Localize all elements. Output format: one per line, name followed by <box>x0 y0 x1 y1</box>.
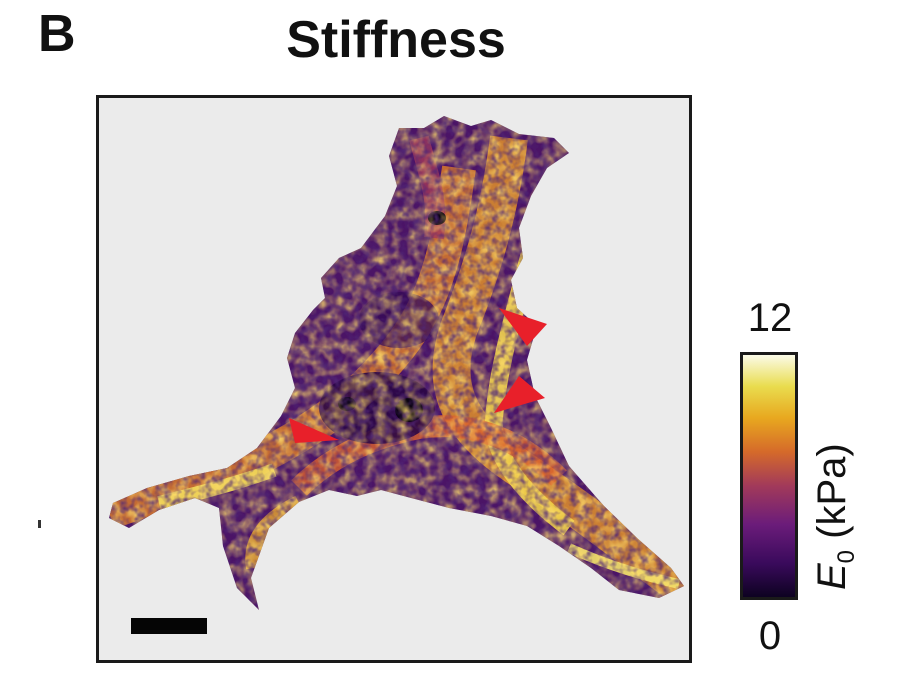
cell-texture <box>109 116 684 610</box>
colorbar <box>740 352 798 600</box>
scale-bar <box>131 618 207 634</box>
cell-stiffness-image <box>109 116 684 610</box>
panel-title: Stiffness <box>286 11 506 69</box>
colorbar-unit: (kPa) <box>810 443 854 539</box>
arrowhead <box>494 376 545 413</box>
colorbar-subscript: 0 <box>833 549 860 564</box>
stiffness-map <box>96 95 692 663</box>
colorbar-max-label: 12 <box>747 296 793 340</box>
colorbar-symbol: E <box>810 563 854 590</box>
panel-letter: B <box>38 5 76 63</box>
colorbar-min-label: 0 <box>758 614 782 658</box>
arrowhead <box>289 418 339 443</box>
colorbar-axis-label: E0 (kPa) <box>810 443 860 590</box>
arrowhead <box>499 308 547 346</box>
edge-mark <box>38 520 41 528</box>
